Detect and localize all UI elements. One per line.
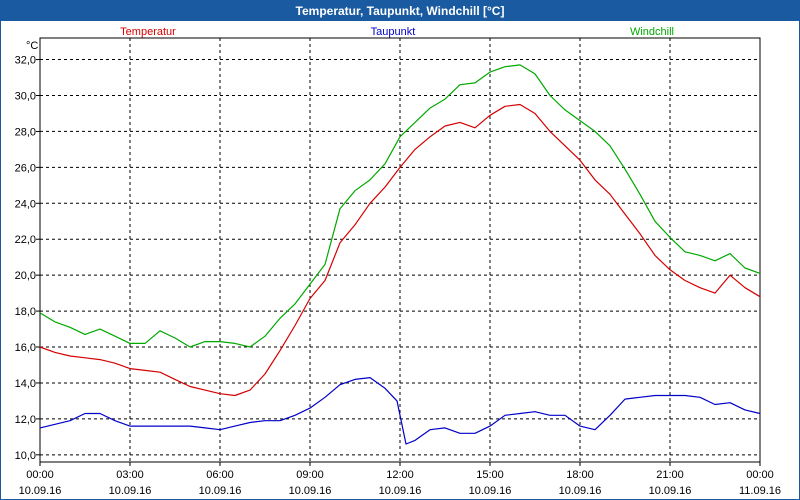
y-tick-label: 12,0 [15, 414, 36, 426]
x-tick-time-label: 00:00 [746, 469, 774, 481]
series-line-windchill [39, 64, 761, 348]
y-tick-label: 22,0 [15, 234, 36, 246]
x-tick-time-label: 12:00 [386, 469, 414, 481]
x-tick-time-label: 21:00 [656, 469, 684, 481]
y-axis-unit-label: °C [26, 40, 38, 52]
x-tick-time-label: 03:00 [116, 469, 144, 481]
x-tick-date-label: 10.09.16 [199, 485, 242, 497]
y-tick-label: 26,0 [15, 162, 36, 174]
legend-entry-temperatur: Temperatur [120, 26, 176, 38]
y-tick-label: 32,0 [15, 55, 36, 67]
series-line-temperatur [39, 103, 761, 397]
series-line-taupunkt [39, 377, 761, 445]
legend-entry-windchill: Windchill [630, 26, 674, 38]
x-tick-time-label: 06:00 [206, 469, 234, 481]
y-tick-label: 20,0 [15, 270, 36, 282]
x-axis: 00:00 10.09.16 03:00 10.09.16 06:00 10.09.16 0… [19, 462, 781, 497]
y-tick-label: 18,0 [15, 306, 36, 318]
y-tick-label: 24,0 [15, 198, 36, 210]
x-tick-time-label: 18:00 [566, 469, 594, 481]
x-tick-time-label: 09:00 [296, 469, 324, 481]
x-tick-date-label: 10.09.16 [109, 485, 152, 497]
x-tick-date-label: 11.09.16 [739, 485, 781, 497]
y-tick-label: 10,0 [15, 450, 36, 462]
series-lines [39, 64, 761, 445]
x-tick-date-label: 10.09.16 [379, 485, 422, 497]
window-title: Temperatur, Taupunkt, Windchill [°C] [1, 1, 799, 21]
y-tick-label: 28,0 [15, 126, 36, 138]
x-tick-date-label: 10.09.16 [289, 485, 332, 497]
y-tick-label: 16,0 [15, 342, 36, 354]
y-tick-label: 30,0 [15, 90, 36, 102]
legend: Temperatur Taupunkt Windchill [120, 26, 674, 38]
legend-entry-taupunkt: Taupunkt [371, 26, 416, 38]
x-tick-date-label: 10.09.16 [469, 485, 512, 497]
y-tick-label: 14,0 [15, 378, 36, 390]
x-tick-date-label: 10.09.16 [19, 485, 62, 497]
x-tick-time-label: 00:00 [26, 469, 54, 481]
x-tick-date-label: 10.09.16 [559, 485, 602, 497]
x-tick-date-label: 10.09.16 [649, 485, 692, 497]
y-axis: 10,0 12,0 14,0 16,0 18,0 20,0 22,0 24,0 26,0 28,0… [15, 55, 40, 462]
x-tick-time-label: 15:00 [476, 469, 504, 481]
grid-lines [40, 38, 760, 462]
